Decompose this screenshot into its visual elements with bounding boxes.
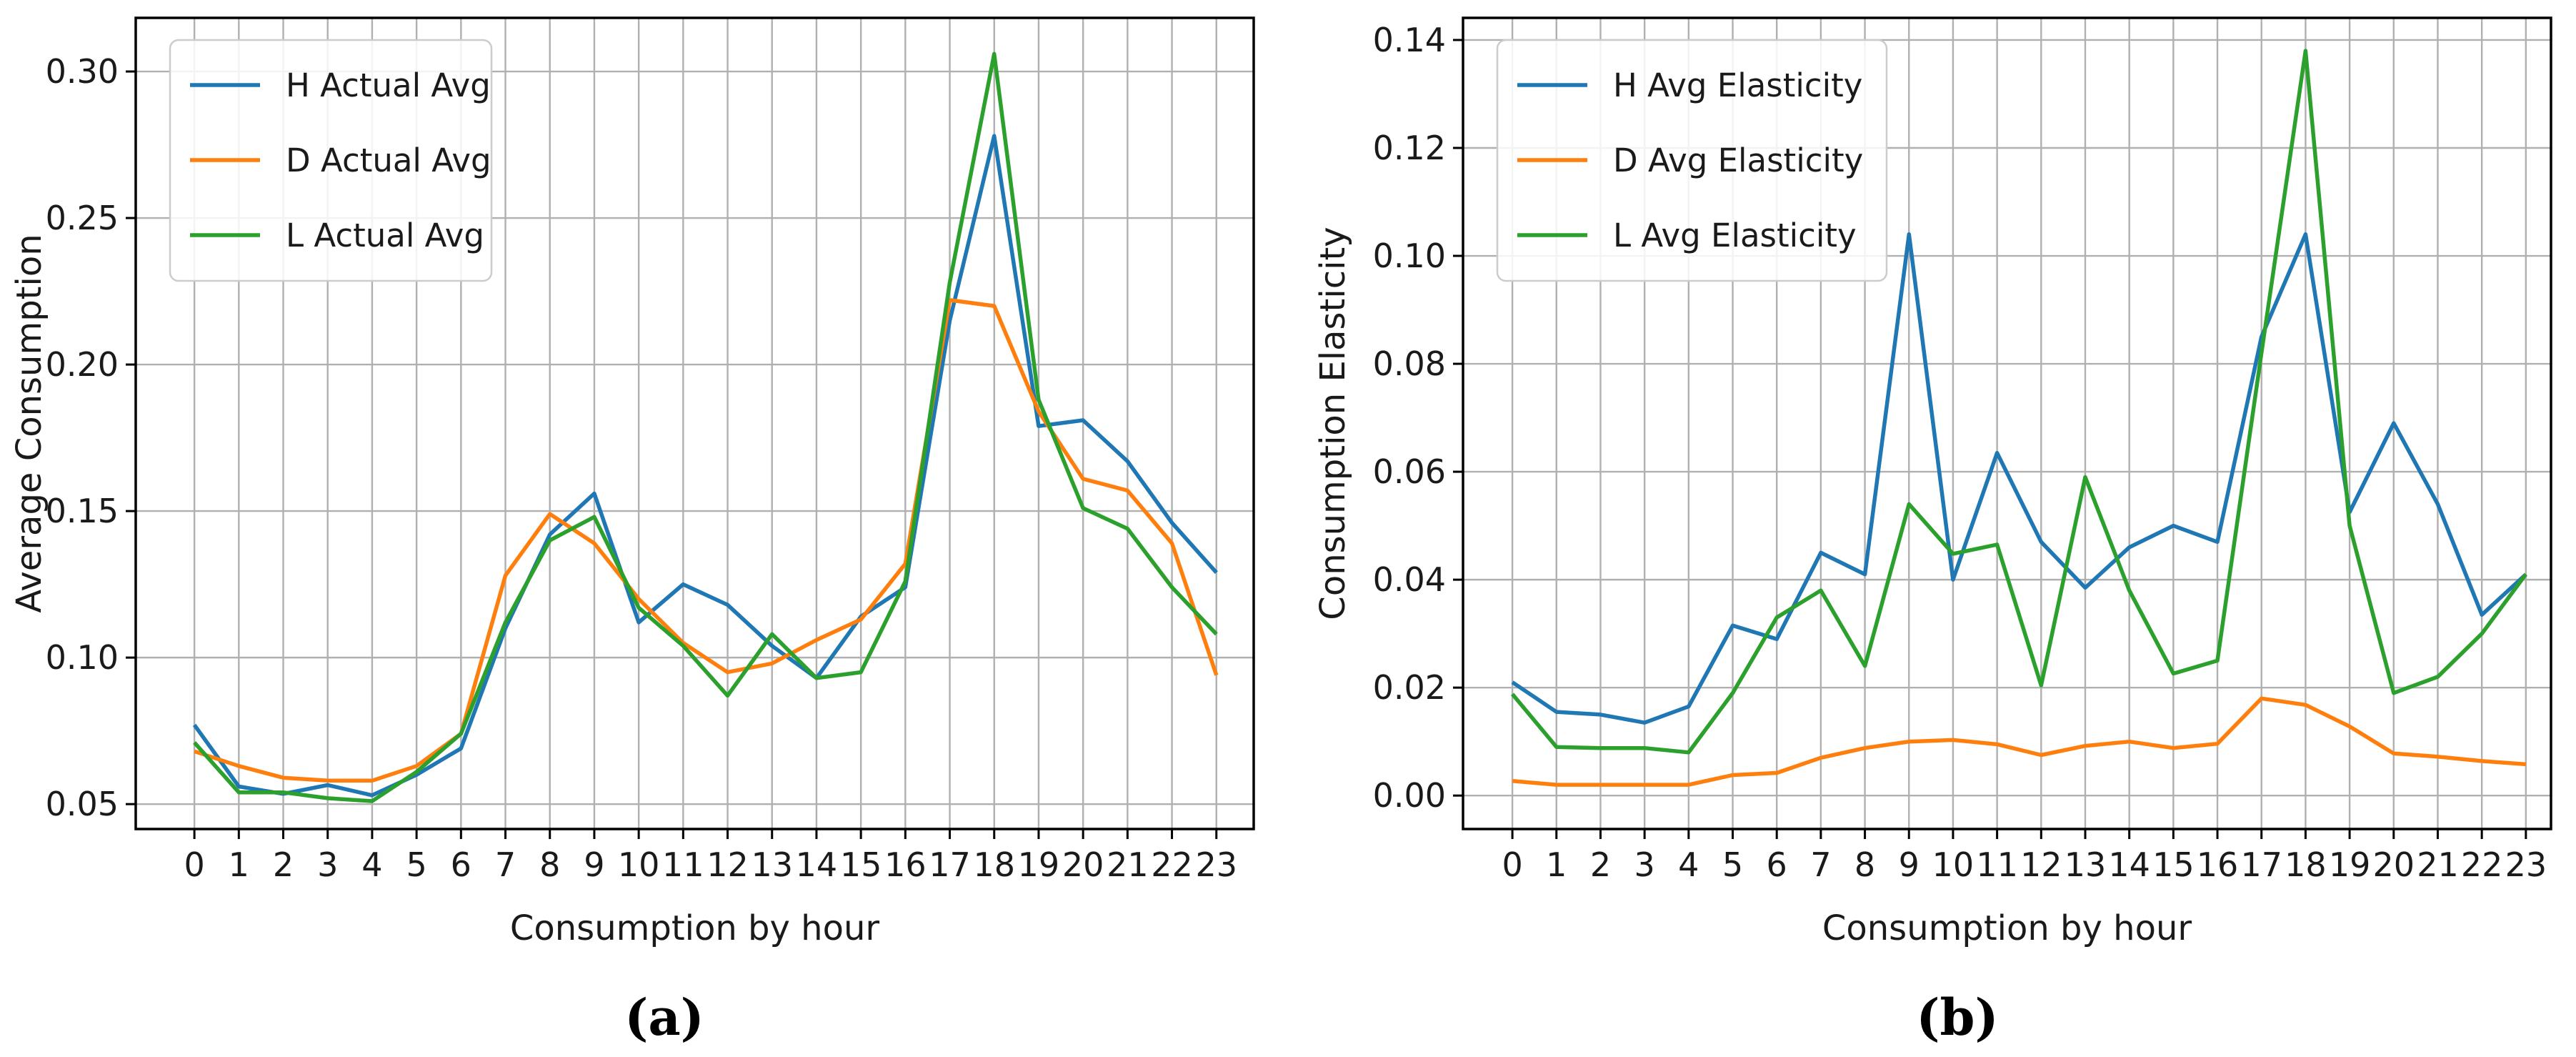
ylabel-a: Average Consumption (9, 234, 49, 612)
xlabel-a: Consumption by hour (510, 908, 880, 948)
y-tick-label: 0.08 (1373, 344, 1446, 383)
y-tick-label: 0.02 (1373, 668, 1446, 707)
x-tick-label: 22 (2461, 845, 2503, 884)
y-tick-label: 0.25 (46, 199, 119, 237)
chart-a: 0 1 2 3 4 5 6 7 8 9 10 11 12 13 14 15 16 17 18 19 20 21 22 230.… (9, 16, 1255, 948)
legend-label: D Actual Avg (286, 142, 491, 179)
legend-box (169, 39, 493, 282)
caption-a: (a) (624, 988, 704, 1047)
x-tick-label: 2 (1590, 845, 1611, 884)
legend-box (1496, 39, 1888, 282)
x-tick-label: 9 (1899, 845, 1919, 884)
plot-border-b (1462, 16, 2552, 830)
x-tick-label: 20 (1062, 845, 1104, 884)
x-tick-label: 6 (1767, 845, 1787, 884)
ylabel-b: Consumption Elasticity (1313, 227, 1353, 620)
x-tick-label: 16 (2197, 845, 2239, 884)
x-tick-label: 15 (2152, 845, 2195, 884)
x-tick-label: 19 (2329, 845, 2371, 884)
x-tick-label: 23 (2505, 845, 2547, 884)
x-tick-label: 13 (2065, 845, 2107, 884)
x-tick-label: 7 (1810, 845, 1831, 884)
legend-b: H Avg Elasticity D Avg Elasticity L Avg El… (1496, 39, 1888, 282)
y-tick-label: 0.10 (1373, 237, 1446, 275)
x-tick-label: 0 (184, 845, 204, 884)
x-tick-label: 23 (1195, 845, 1237, 884)
plot-border-a (134, 16, 1255, 830)
series-line-l-avg-elasticity (1510, 49, 2528, 755)
series-a (192, 51, 1219, 803)
x-tick-label: 5 (1722, 845, 1743, 884)
series-b (1510, 49, 2528, 787)
legend-label: L Avg Elasticity (1613, 217, 1857, 254)
y-tick-label: 0.30 (46, 52, 119, 91)
y-tick-label: 0.14 (1373, 21, 1446, 59)
y-tick-label: 0.12 (1373, 129, 1446, 167)
xlabel-b: Consumption by hour (1822, 908, 2192, 948)
x-tick-label: 11 (662, 845, 704, 884)
y-tick-label: 0.15 (46, 492, 119, 530)
y-axis-b: 0.00 0.02 0.04 0.06 0.08 0.10 0.12 0.14 (1373, 21, 1463, 815)
legend-label: H Actual Avg (286, 66, 491, 104)
y-tick-label: 0.06 (1373, 452, 1446, 491)
x-tick-label: 20 (2373, 845, 2415, 884)
x-tick-label: 5 (406, 845, 426, 884)
x-tick-label: 12 (707, 845, 749, 884)
x-tick-label: 18 (2285, 845, 2327, 884)
x-tick-label: 21 (1107, 845, 1149, 884)
x-tick-label: 1 (1546, 845, 1567, 884)
x-tick-label: 16 (884, 845, 927, 884)
x-tick-label: 13 (751, 845, 793, 884)
x-tick-label: 11 (1976, 845, 2018, 884)
x-tick-label: 19 (1018, 845, 1060, 884)
x-tick-label: 3 (317, 845, 338, 884)
caption-b: (b) (1916, 988, 1999, 1047)
x-tick-label: 9 (584, 845, 604, 884)
x-tick-label: 7 (495, 845, 516, 884)
x-tick-label: 17 (929, 845, 971, 884)
series-line-h-avg-elasticity (1511, 232, 2527, 725)
x-tick-label: 10 (1932, 845, 1975, 884)
y-tick-label: 0.00 (1373, 776, 1446, 815)
x-tick-label: 3 (1634, 845, 1655, 884)
series-line-d-actual-avg (194, 298, 1219, 783)
x-tick-label: 21 (2417, 845, 2459, 884)
x-axis-b: 0 1 2 3 4 5 6 7 8 9 10 11 12 13 14 15 16 17 18 19 20 21 22 23 (1502, 829, 2547, 884)
x-tick-label: 14 (796, 845, 838, 884)
x-tick-label: 12 (2020, 845, 2062, 884)
y-tick-label: 0.04 (1373, 560, 1446, 599)
chart-b: 0 1 2 3 4 5 6 7 8 9 10 11 12 13 14 15 16 17 18 19 20 21 22 230.… (1313, 16, 2552, 948)
x-tick-label: 2 (273, 845, 294, 884)
legend-label: D Avg Elasticity (1613, 142, 1863, 179)
x-tick-label: 22 (1151, 845, 1193, 884)
legend-label: L Actual Avg (286, 217, 484, 254)
legend-label: H Avg Elasticity (1613, 66, 1862, 104)
x-tick-label: 10 (618, 845, 660, 884)
x-tick-label: 8 (539, 845, 560, 884)
series-line-l-actual-avg (193, 51, 1218, 803)
x-tick-label: 4 (361, 845, 382, 884)
series-line-d-avg-elasticity (1512, 696, 2527, 787)
y-tick-label: 0.05 (46, 785, 119, 823)
x-tick-label: 8 (1854, 845, 1875, 884)
x-tick-label: 14 (2108, 845, 2150, 884)
y-axis-a: 0.05 0.10 0.15 0.20 0.25 0.30 (46, 52, 136, 823)
y-tick-label: 0.20 (46, 345, 119, 384)
y-tick-label: 0.10 (46, 638, 119, 677)
x-tick-label: 1 (229, 845, 249, 884)
x-tick-label: 15 (840, 845, 882, 884)
x-tick-label: 6 (451, 845, 471, 884)
x-tick-label: 18 (973, 845, 1015, 884)
x-tick-label: 17 (2240, 845, 2282, 884)
x-tick-label: 0 (1502, 845, 1522, 884)
x-tick-label: 4 (1678, 845, 1699, 884)
legend-a: H Actual Avg D Actual Avg L Actual Avg (169, 39, 493, 282)
x-axis-a: 0 1 2 3 4 5 6 7 8 9 10 11 12 13 14 15 16 17 18 19 20 21 22 23 (184, 829, 1237, 884)
